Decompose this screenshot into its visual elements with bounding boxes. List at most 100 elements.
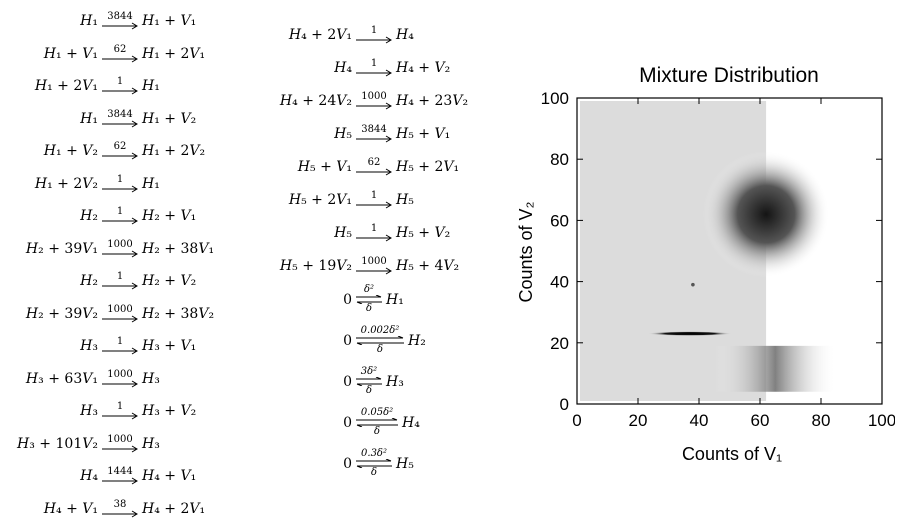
- rate-constant: 3844: [361, 124, 387, 135]
- reaction: H₅ + 19V₂ 1000 H₅ + 4V₂: [262, 257, 506, 275]
- products: H₂: [408, 332, 426, 349]
- reactants: H₄ + 2V₁: [288, 27, 352, 43]
- reaction: H₃ 1 H₃ + V₁: [8, 337, 252, 355]
- rate-constant: 1: [370, 223, 378, 234]
- backward-rate: δ: [365, 385, 373, 396]
- reactants: H₅ + V₁: [297, 159, 352, 175]
- rate-constant: 1: [116, 336, 124, 347]
- products: H₄ + 2V₁: [142, 500, 206, 517]
- reactants: 0: [343, 291, 352, 308]
- x-axis-label: Counts of V₁: [682, 444, 782, 464]
- products: H₄ + V₁: [142, 468, 197, 484]
- reactants: H₁ + 2V₁: [34, 78, 98, 94]
- reversible-reaction: 0 0.002δ² δ H₂: [262, 326, 468, 355]
- reaction: H₅ + V₁ 62 H₅ + 2V₁: [262, 158, 506, 176]
- reactants: H₄: [334, 60, 352, 76]
- reaction: H₁ + 2V₁ 1 H₁: [8, 77, 252, 95]
- reaction-arrow: 1: [356, 191, 392, 209]
- reaction: H₃ 1 H₃ + V₂: [8, 402, 252, 420]
- y-tick-label: 0: [560, 395, 569, 414]
- reaction-arrow: 62: [102, 43, 138, 63]
- reaction-arrow: 1000: [102, 239, 138, 258]
- rate-constant: 1: [116, 401, 124, 412]
- x-tick-label: 60: [751, 411, 770, 430]
- reactants: H₄: [80, 468, 98, 484]
- y-tick-label: 60: [550, 211, 569, 230]
- reversible-reaction: 0 0.3δ² δ H₅: [262, 449, 456, 478]
- products: H₁ + 2V₁: [142, 45, 206, 62]
- reversible-reaction: 0 0.05δ² δ H₄: [262, 408, 462, 437]
- reversible-reaction: 0 δ² δ H₁: [262, 285, 446, 314]
- reaction-arrow: 1: [356, 59, 392, 77]
- backward-rate: δ: [365, 303, 373, 314]
- gaussian-blob: [702, 150, 830, 278]
- rate-constant: 62: [113, 141, 127, 152]
- reversible-reaction: 0 3δ² δ H₃: [262, 367, 446, 396]
- reaction: H₄ + 24V₂ 1000 H₄ + 23V₂: [262, 92, 506, 110]
- rate-constant: 3844: [107, 108, 133, 120]
- y-tick-label: 80: [550, 150, 569, 169]
- reaction-arrow: 1: [102, 402, 138, 420]
- rate-constant: 1000: [107, 303, 133, 315]
- reversible-arrow: δ² δ: [356, 285, 382, 314]
- products: H₂ + 38V₂: [142, 305, 215, 322]
- reaction-arrow: 1: [102, 173, 138, 193]
- reactants: 0: [343, 414, 352, 431]
- products: H₃ + V₁: [142, 338, 197, 354]
- reactants: H₂: [80, 273, 98, 289]
- reactants: H₂: [80, 208, 98, 224]
- reaction: H₁ 3844 H₁ + V₁: [8, 12, 252, 30]
- reaction: H₄ 1444 H₄ + V₁: [8, 467, 252, 485]
- products: H₅: [396, 192, 414, 208]
- reaction-arrow: 62: [356, 158, 392, 176]
- reaction-arrow: 3844: [102, 12, 138, 30]
- products: H₂ + V₂: [142, 273, 197, 289]
- backward-rate: δ: [373, 426, 381, 437]
- horizontal-streak: [647, 331, 732, 336]
- rate-constant: 38: [113, 498, 127, 510]
- x-tick-label: 20: [629, 411, 648, 430]
- products: H₅ + 2V₁: [396, 159, 460, 175]
- products: H₁ + 2V₂: [142, 143, 206, 159]
- plot-frame: [576, 97, 883, 405]
- rate-constant: 1: [116, 173, 124, 185]
- reaction: H₂ 1 H₂ + V₂: [8, 272, 252, 290]
- y-axis-label: Counts of V₂: [516, 201, 536, 302]
- products: H₁: [142, 175, 160, 192]
- reactants: 0: [343, 373, 352, 390]
- forward-rate: 3δ²: [360, 366, 378, 377]
- rate-constant: 1: [116, 76, 124, 87]
- products: H₅ + V₂: [396, 225, 451, 241]
- reaction-arrow: 1: [356, 224, 392, 242]
- products: H₄: [402, 414, 420, 431]
- products: H₃: [386, 373, 404, 390]
- reaction: H₃ + 63V₁ 1000 H₃: [8, 369, 252, 388]
- reactants: H₄ + 24V₂: [279, 93, 352, 109]
- rate-constant: 1000: [107, 433, 133, 445]
- plot-area: [580, 101, 837, 401]
- y-tick-label: 100: [541, 89, 569, 108]
- reversible-arrow: 0.3δ² δ: [356, 449, 392, 478]
- axis-ticks: 0 20 40 60 80 100 0 20 40 60 80 100: [541, 89, 895, 430]
- rate-constant: 1: [370, 58, 378, 69]
- products: H₄ + V₂: [396, 60, 451, 76]
- reactants: 0: [343, 455, 352, 472]
- products: H₂ + V₁: [142, 208, 197, 224]
- reactants: H₁ + V₂: [43, 143, 98, 159]
- reaction-arrow: 62: [102, 142, 138, 160]
- reversible-arrow: 3δ² δ: [356, 367, 382, 396]
- reaction-arrow: 1000: [102, 303, 138, 323]
- rate-constant: 1: [370, 190, 378, 201]
- x-tick-label: 100: [868, 411, 895, 430]
- reaction-arrow: 1: [356, 26, 392, 44]
- reactants: H₁ + V₁: [43, 45, 98, 62]
- reaction: H₃ + 101V₂ 1000 H₃: [8, 433, 252, 453]
- horizontal-band: [714, 345, 837, 392]
- reaction-arrow: 3844: [356, 125, 392, 143]
- products: H₂ + 38V₁: [142, 240, 215, 257]
- rate-constant: 62: [113, 43, 127, 55]
- reaction-arrow: 1000: [356, 92, 392, 110]
- rate-constant: 1: [370, 25, 378, 36]
- y-tick-label: 40: [550, 273, 569, 292]
- reactants: H₁ + 2V₂: [34, 175, 98, 192]
